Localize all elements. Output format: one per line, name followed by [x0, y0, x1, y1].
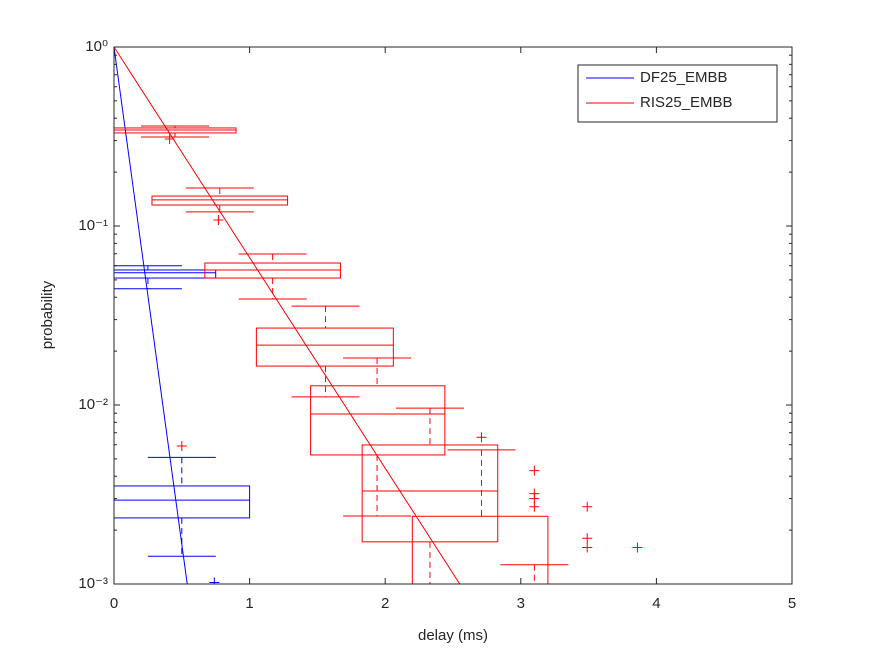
x-tick-label: 2: [381, 595, 389, 612]
x-tick-label: 4: [652, 595, 660, 612]
series-line: [114, 47, 461, 584]
x-tick-label: 3: [517, 595, 525, 612]
y-tick-label: 10⁻²: [78, 396, 108, 413]
legend: DF25_EMBB RIS25_EMBB: [577, 64, 778, 123]
outlier: [476, 432, 487, 443]
y-tick-label: 10⁻¹: [78, 217, 108, 234]
box: [361, 444, 499, 543]
box: [204, 262, 341, 279]
outlier: [176, 441, 187, 452]
legend-label: RIS25_EMBB: [640, 94, 733, 111]
box: [310, 385, 446, 456]
outlier: [632, 542, 643, 553]
outlier: [582, 533, 593, 544]
legend-box: [577, 64, 778, 123]
outlier: [529, 465, 540, 476]
axes-box: [113, 46, 793, 585]
outlier: [582, 501, 593, 512]
x-tick-label: 0: [110, 595, 118, 612]
plot-content: [114, 47, 643, 584]
box: [114, 485, 251, 519]
y-axis-label: probability: [39, 280, 56, 349]
y-tick-label: 10⁻³: [78, 575, 108, 592]
axes: 0 1 2 3 4 5 10⁻³ 10⁻² 10⁻¹ 10⁰: [78, 38, 796, 612]
x-axis-label: delay (ms): [418, 627, 488, 644]
legend-label: DF25_EMBB: [640, 69, 728, 86]
plot-area: [114, 47, 792, 584]
box: [114, 269, 217, 279]
outlier: [582, 542, 593, 553]
y-tick-label: 10⁰: [85, 38, 108, 55]
box: [151, 195, 289, 206]
series-line: [114, 47, 188, 584]
x-tick-label: 5: [788, 595, 796, 612]
box: [255, 327, 394, 367]
box: [411, 515, 549, 584]
outlier: [213, 215, 224, 226]
box: [114, 127, 237, 134]
x-tick-label: 1: [245, 595, 253, 612]
outlier: [529, 501, 540, 512]
outlier: [209, 577, 220, 584]
